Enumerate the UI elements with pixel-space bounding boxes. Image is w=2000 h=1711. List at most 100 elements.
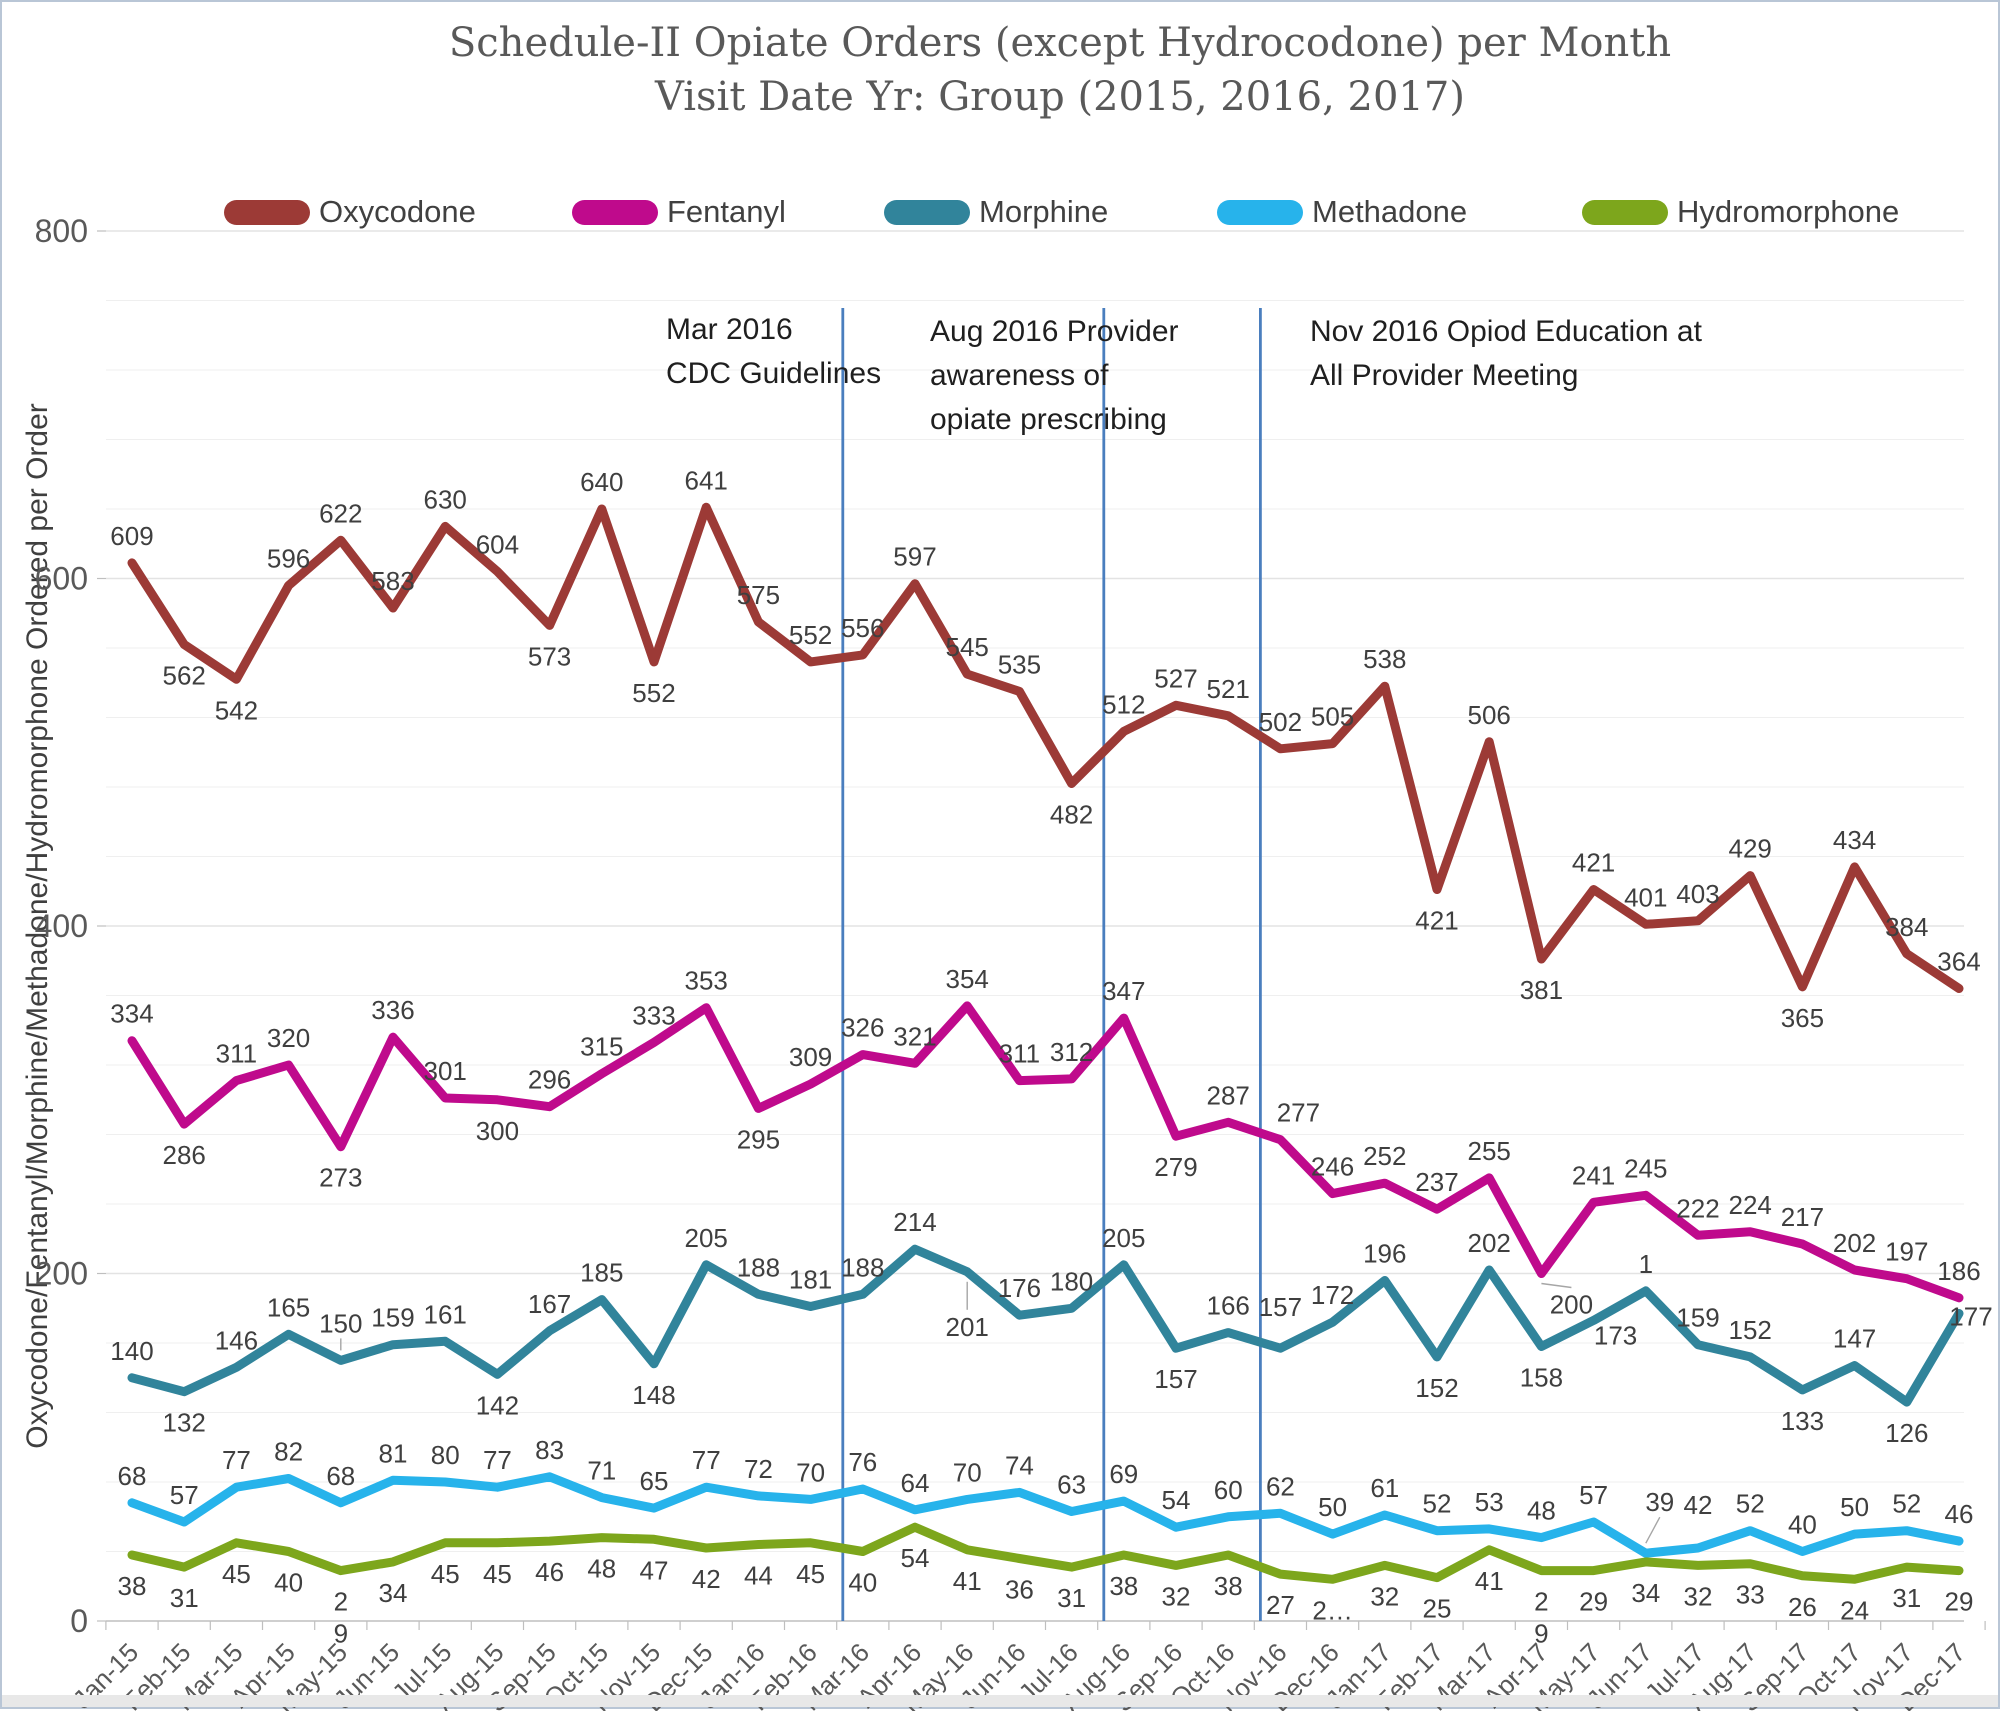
data-label: 83 [535, 1435, 564, 1465]
series-line-hydromorphone [127, 1522, 1964, 1584]
data-label: 32 [1684, 1581, 1713, 1611]
data-label: 76 [848, 1447, 877, 1477]
data-label: 311 [216, 1039, 257, 1069]
data-label: 241 [1572, 1160, 1615, 1190]
data-label: 152 [1729, 1315, 1772, 1345]
legend-item-morphine: Morphine [884, 194, 1108, 230]
data-label: 381 [1520, 975, 1563, 1005]
data-label: 506 [1468, 700, 1511, 730]
data-label: 32 [1162, 1581, 1191, 1611]
data-label: 482 [1050, 800, 1093, 830]
data-label: 583 [371, 566, 414, 596]
data-label: 72 [744, 1454, 773, 1484]
data-label: 32 [1370, 1581, 1399, 1611]
data-label: 188 [841, 1252, 884, 1282]
data-label: 552 [789, 620, 832, 650]
series-line-oxycodone [127, 502, 1964, 993]
data-label: 63 [1057, 1470, 1086, 1500]
data-label: 40 [1788, 1510, 1817, 1540]
data-label: 157 [1259, 1292, 1302, 1322]
data-label: 77 [222, 1445, 251, 1475]
data-label: 46 [535, 1557, 564, 1587]
y-tick-label: 400 [35, 908, 88, 944]
data-label: 45 [222, 1559, 251, 1589]
data-label: 181 [789, 1265, 832, 1295]
data-label: 50 [1318, 1492, 1347, 1522]
data-label: 41 [953, 1566, 982, 1596]
data-label: 31 [1892, 1583, 1921, 1613]
data-label: 9 [334, 1619, 348, 1649]
data-label: 505 [1311, 702, 1354, 732]
data-label: 177 [1949, 1302, 1992, 1332]
data-label: 159 [371, 1303, 414, 1333]
data-label: 609 [110, 521, 153, 551]
legend-label: Oxycodone [319, 194, 476, 229]
data-label: 538 [1363, 644, 1406, 674]
data-label: 217 [1781, 1202, 1824, 1232]
data-label: 596 [267, 544, 310, 574]
data-label: 434 [1833, 825, 1876, 855]
data-label: 640 [580, 467, 623, 497]
data-label: 68 [118, 1461, 147, 1491]
series-line-fentanyl [127, 1001, 1964, 1303]
data-label: 364 [1937, 947, 1980, 977]
data-label: 201 [946, 1312, 989, 1342]
data-label: 542 [215, 695, 258, 725]
data-label: 60 [1214, 1475, 1243, 1505]
data-label: 246 [1311, 1152, 1354, 1182]
data-label: 81 [379, 1438, 408, 1468]
data-label: 180 [1050, 1266, 1093, 1296]
data-label: 401 [1624, 882, 1667, 912]
data-label: 126 [1885, 1418, 1928, 1448]
data-label: 277 [1277, 1098, 1320, 1128]
data-label: 365 [1781, 1003, 1824, 1033]
data-label: 42 [1684, 1490, 1713, 1520]
data-label: 158 [1520, 1363, 1563, 1393]
data-label: 300 [476, 1116, 519, 1146]
data-label: 46 [1945, 1499, 1974, 1529]
data-label: 556 [841, 613, 884, 643]
data-label: 34 [1631, 1578, 1660, 1608]
data-label: 54 [901, 1543, 930, 1573]
data-label: 421 [1572, 848, 1615, 878]
data-label: 347 [1102, 976, 1145, 1006]
data-label: 152 [1415, 1373, 1458, 1403]
data-label: 552 [632, 678, 675, 708]
data-label: 26 [1788, 1592, 1817, 1622]
data-label: 159 [1676, 1303, 1719, 1333]
data-label: 336 [371, 995, 414, 1025]
data-label: 287 [1207, 1080, 1250, 1110]
data-label: 39 [1645, 1487, 1674, 1517]
data-label: 40 [274, 1568, 303, 1598]
data-label: 80 [431, 1440, 460, 1470]
data-label: 296 [528, 1065, 571, 1095]
chart-title: Schedule-II Opiate Orders (except Hydroc… [448, 20, 1672, 66]
y-tick-label: 0 [70, 1603, 88, 1639]
data-label: 2 [334, 1587, 348, 1617]
data-label: 237 [1415, 1167, 1458, 1197]
data-label: 77 [692, 1445, 721, 1475]
data-label: 527 [1154, 663, 1197, 693]
legend-label: Fentanyl [667, 194, 786, 229]
data-label: 279 [1154, 1152, 1197, 1182]
bottom-strip [2, 1695, 1998, 1707]
data-label: 33 [1736, 1580, 1765, 1610]
legend-swatch-oxycodone [224, 199, 310, 225]
data-label: 575 [737, 580, 780, 610]
data-label: 273 [319, 1163, 362, 1193]
data-label: 205 [1102, 1223, 1145, 1253]
data-label: 36 [1005, 1575, 1034, 1605]
data-label: 641 [685, 465, 728, 495]
legend-label: Hydromorphone [1677, 194, 1900, 229]
legend-label: Methadone [1312, 194, 1468, 229]
data-label: 150 [319, 1308, 362, 1338]
data-label: 196 [1363, 1239, 1406, 1269]
data-label: 562 [163, 661, 206, 691]
label-leader-line [1541, 1282, 1572, 1289]
data-label: 29 [1945, 1587, 1974, 1617]
data-label: 403 [1676, 879, 1719, 909]
data-label: 205 [685, 1223, 728, 1253]
data-label: 38 [1109, 1571, 1138, 1601]
data-label: 50 [1840, 1492, 1869, 1522]
data-label: 197 [1885, 1237, 1928, 1267]
